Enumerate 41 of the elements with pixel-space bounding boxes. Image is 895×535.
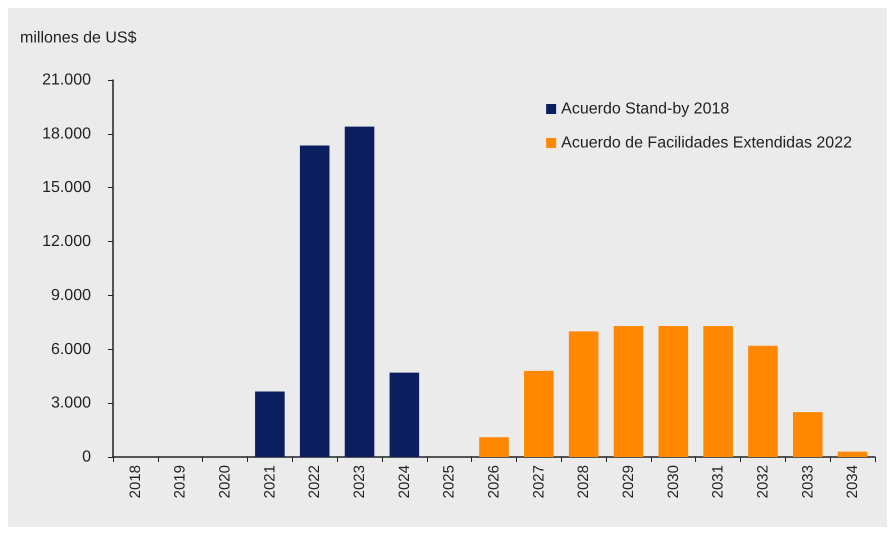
x-tick-label: 2022 [306,465,324,498]
legend-label: Acuerdo Stand-by 2018 [561,100,730,118]
bar [838,452,868,457]
y-axis-title: millones de US$ [20,30,137,46]
x-tick-label: 2029 [620,465,637,498]
bar [344,126,374,457]
x-tick-label: 2020 [216,465,234,498]
bar [568,331,598,457]
bar [255,391,285,457]
y-tick-label: 9.000 [50,286,92,304]
bar [390,372,420,457]
bar [658,326,688,457]
bar [614,326,644,457]
x-tick-label: 2032 [754,465,772,498]
bar [524,370,554,457]
x-tick-label: 2026 [486,465,502,498]
y-tick-label: 0 [82,448,92,466]
y-tick-label: 3.000 [50,394,92,412]
x-tick-label: 2034 [844,465,862,498]
x-tick-label: 2019 [172,465,189,498]
y-tick-label: 12.000 [42,233,92,250]
x-tick-label: 2024 [396,465,413,498]
x-tick-label: 2021 [261,465,278,498]
x-tick-label: 2033 [799,465,816,498]
x-tick-label: 2030 [664,465,682,498]
x-tick-label: 2025 [440,465,458,498]
bar [479,437,509,457]
bar [792,412,823,457]
x-tick-label: 2027 [530,465,548,498]
legend-label: Acuerdo de Facilidades Extendidas 2022 [561,134,852,152]
x-tick-label: 2023 [351,465,368,498]
x-tick-label: 2028 [575,465,592,498]
bar [300,146,330,457]
y-tick-label: 18.000 [42,125,92,142]
x-tick-label: 2018 [126,465,144,498]
bar [748,346,778,457]
y-tick-label: 6.000 [50,340,92,358]
y-tick-label: 15.000 [42,179,92,196]
bar [703,326,733,457]
x-tick-label: 2031 [710,465,727,498]
y-tick-label: 21.000 [42,72,92,88]
